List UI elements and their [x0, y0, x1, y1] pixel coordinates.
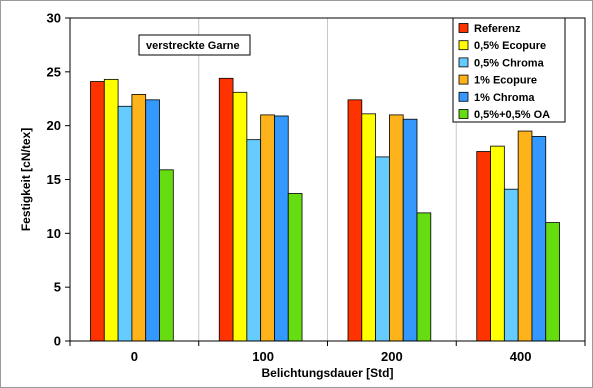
- bar: [232, 91, 248, 342]
- y-tick-label: 25: [47, 64, 61, 79]
- y-axis-ticks: 0 5 10 15 20 25 30: [47, 11, 70, 349]
- legend-swatch: [458, 91, 469, 102]
- x-tick-label: 400: [510, 349, 532, 364]
- x-tick-label: 200: [381, 349, 403, 364]
- legend-swatch: [458, 40, 469, 51]
- legend-swatch: [458, 109, 469, 119]
- bars: [90, 77, 560, 342]
- legend: Referenz 0,5% Ecopure 0,5% Chroma 1% Ecopur…: [452, 17, 566, 123]
- legend-entry: 0,5% Ecopure: [474, 40, 546, 52]
- x-axis-ticks: 0 100 200 400: [69, 341, 586, 364]
- legend-swatch: [458, 57, 469, 68]
- bar: [287, 193, 303, 342]
- y-tick-label: 5: [54, 280, 61, 295]
- y-tick-label: 0: [54, 334, 61, 349]
- bar: [103, 78, 119, 342]
- bar: [531, 136, 547, 342]
- y-tick-label: 30: [47, 11, 61, 26]
- legend-box: [452, 17, 566, 123]
- bar: [476, 151, 491, 342]
- bar: [361, 113, 376, 342]
- bar: [131, 94, 147, 342]
- bar: [490, 145, 505, 342]
- bar: [260, 114, 275, 342]
- bar: [246, 139, 262, 342]
- legend-entry: 0,5%+0,5% OA: [474, 109, 550, 121]
- x-tick-label: 0: [131, 349, 138, 364]
- y-tick-label: 10: [47, 226, 61, 241]
- bar: [416, 212, 432, 342]
- y-axis-title: Festigkeit [cN/tex]: [19, 128, 33, 231]
- bar: [347, 99, 363, 342]
- bar: [218, 77, 234, 342]
- legend-entry: 0,5% Chroma: [474, 57, 545, 69]
- bar: [545, 222, 560, 342]
- bar: [90, 81, 105, 342]
- x-tick-label: 100: [252, 349, 274, 364]
- legend-swatch: [458, 74, 469, 85]
- bar: [117, 105, 133, 342]
- annotation-box: verstreckte Garne: [138, 34, 251, 56]
- bar: [274, 115, 289, 342]
- legend-swatch: [458, 23, 469, 33]
- legend-entry: 1% Chroma: [474, 92, 535, 104]
- y-tick-label: 15: [47, 172, 61, 187]
- bar: [388, 114, 404, 342]
- x-axis-title: Belichtungsdauer [Std]: [261, 366, 393, 380]
- bar: [402, 118, 418, 342]
- bar: [145, 99, 160, 342]
- annotation-label: verstreckte Garne: [146, 40, 240, 52]
- bar: [517, 130, 533, 342]
- y-tick-label: 20: [47, 118, 61, 133]
- bar: [503, 188, 519, 342]
- legend-entry: 1% Ecopure: [474, 75, 537, 87]
- bar: [159, 169, 174, 342]
- bar: [375, 156, 390, 342]
- legend-entry: Referenz: [474, 23, 521, 35]
